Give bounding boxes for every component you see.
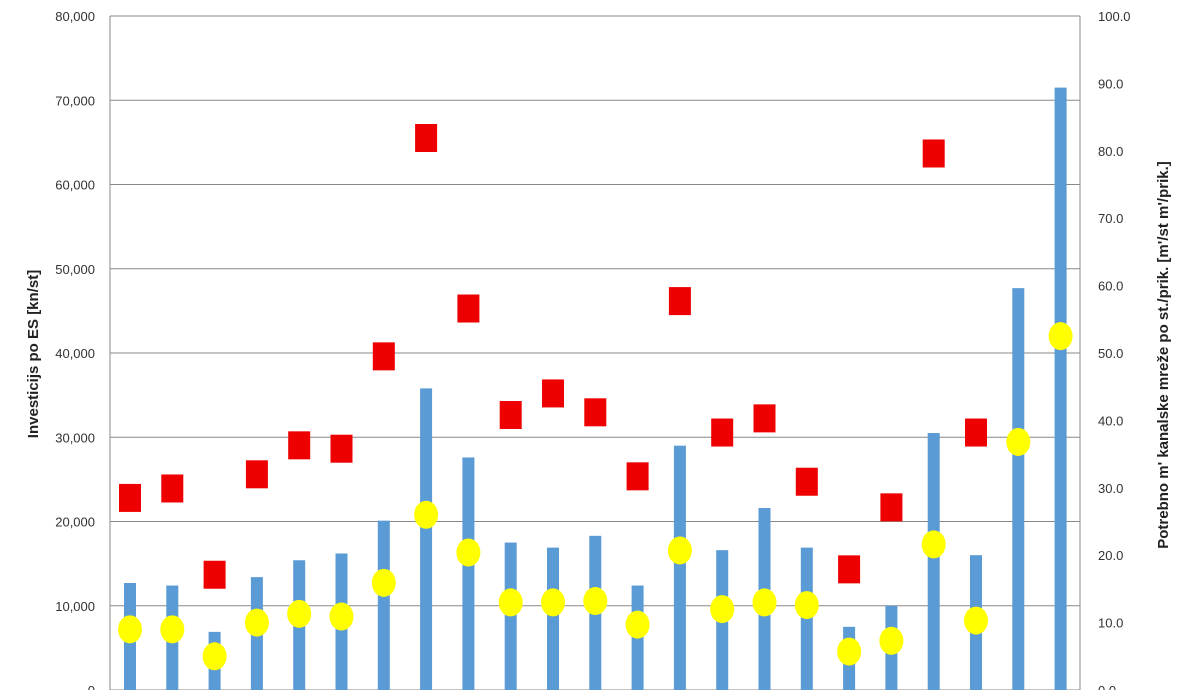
square-marker [880,493,903,522]
left-axis-ticks: 0 10,000 20,000 30,000 40,000 50,000 60,000 70,… [55,9,95,690]
left-tick-label: 70,000 [55,93,95,108]
circle-marker [244,608,269,637]
right-tick-label: 40.0 [1098,413,1123,428]
bar [673,445,686,690]
right-tick-label: 50.0 [1098,346,1123,361]
circle-marker [837,637,862,666]
square-marker [626,462,649,491]
square-marker [288,431,311,460]
circle-marker [287,599,312,628]
circle-marker [667,536,692,565]
left-tick-label: 40,000 [55,346,95,361]
left-axis-title: Investicijs po ES [kn/st] [25,270,42,438]
bar [1054,87,1067,690]
bar [377,520,390,690]
square-marker [330,434,353,463]
square-marker [203,560,226,589]
circle-marker [710,595,735,624]
circle-marker [625,610,650,639]
left-tick-label: 80,000 [55,9,95,24]
square-marker [584,398,607,427]
right-tick-label: 10.0 [1098,616,1123,631]
circle-marker [202,642,227,671]
circle-marker [752,588,777,617]
left-tick-label: 0 [88,683,95,690]
square-marker [668,287,691,316]
left-tick-label: 50,000 [55,262,95,277]
circle-marker [583,587,608,616]
square-marker [245,460,268,489]
square-marker-series [119,123,987,589]
square-marker [542,379,564,408]
circle-marker-series [118,322,1073,671]
right-tick-label: 60.0 [1098,279,1123,294]
circle-marker [964,606,988,635]
square-marker [161,474,184,503]
circle-marker [541,588,565,617]
left-tick-label: 10,000 [55,599,95,614]
circle-marker [794,591,819,620]
circle-marker [498,588,523,617]
bar [420,388,433,690]
circle-marker [1006,427,1031,456]
square-marker [499,401,522,430]
right-axis-ticks: 0.0 10.0 20.0 30.0 40.0 50.0 60.0 70.0 80.0 90.0 1… [1098,9,1131,690]
right-tick-label: 80.0 [1098,144,1123,159]
right-tick-label: 20.0 [1098,548,1123,563]
square-marker [922,139,945,168]
square-marker [753,404,776,433]
circle-marker [921,530,946,559]
square-marker [372,342,395,371]
square-marker [457,294,480,323]
circle-marker [329,602,354,631]
bar [462,457,475,690]
bar [547,547,559,690]
square-marker [838,555,861,584]
left-tick-label: 20,000 [55,515,95,530]
square-marker [711,418,734,447]
bar [1012,288,1025,690]
bar [927,433,940,690]
circle-marker [879,626,904,655]
right-axis-title: Potrebno m' kanalske mreže po st./prik. … [1155,161,1172,548]
square-marker [119,483,141,512]
circle-marker [160,615,185,644]
left-tick-label: 30,000 [55,430,95,445]
circle-marker [414,500,439,529]
circle-marker [371,568,396,597]
right-tick-label: 30.0 [1098,481,1123,496]
right-tick-label: 70.0 [1098,211,1123,226]
square-marker [965,418,987,447]
left-tick-label: 60,000 [55,178,95,193]
gridlines [109,15,1081,690]
circle-marker [1048,322,1073,351]
circle-marker [118,615,142,644]
right-tick-label: 90.0 [1098,76,1123,91]
square-marker [795,467,818,496]
square-marker [415,123,438,152]
circle-marker [456,538,481,567]
right-tick-label: 100.0 [1098,9,1131,24]
right-tick-label: 0.0 [1098,683,1116,690]
